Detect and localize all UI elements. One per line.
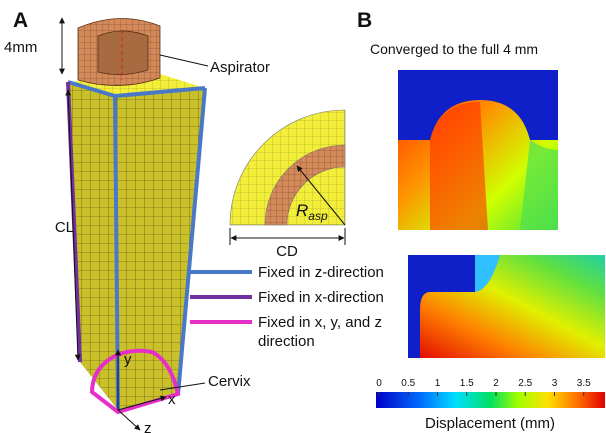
contour-band bbox=[430, 102, 488, 230]
colorbar-tick-label: 2 bbox=[493, 378, 499, 389]
radius-subscript: asp bbox=[308, 209, 328, 223]
cervix-label: Cervix bbox=[208, 373, 251, 390]
figure: A 4mm CL Aspirator y x z Cervix Rasp CD … bbox=[0, 0, 606, 433]
axis-arrow bbox=[118, 410, 140, 430]
aspirator-inner bbox=[98, 31, 148, 75]
axis-label: x bbox=[168, 391, 176, 408]
colorbar-tick-label: 1.5 bbox=[460, 378, 474, 389]
legend-text: Fixed in x, y, and z bbox=[258, 314, 382, 331]
radius-symbol: R bbox=[296, 201, 308, 220]
legend-text: direction bbox=[258, 333, 315, 350]
diameter-label: CD bbox=[276, 243, 298, 260]
colorbar-tick-label: 3.5 bbox=[577, 378, 591, 389]
lower-contour bbox=[408, 255, 605, 358]
caption: Converged to the full 4 mm bbox=[370, 41, 538, 57]
colorbar-tick-label: 2.5 bbox=[518, 378, 532, 389]
colorbar-tick-label: 1 bbox=[435, 378, 441, 389]
colorbar bbox=[376, 392, 605, 408]
axis-label: z bbox=[144, 420, 152, 433]
legend: Fixed in z-direction Fixed in x-direction… bbox=[190, 264, 384, 350]
colorbar-tick-label: 0 bbox=[376, 378, 382, 389]
legend-text: Fixed in z-direction bbox=[258, 264, 384, 281]
colorbar-tick-label: 0.5 bbox=[401, 378, 415, 389]
panel-label: A bbox=[13, 9, 28, 32]
colorbar-title: Displacement (mm) bbox=[425, 415, 555, 432]
panel-label: B bbox=[357, 9, 372, 32]
aspirator-label: Aspirator bbox=[210, 59, 270, 76]
length-label: CL bbox=[55, 219, 74, 236]
dimension-label: 4mm bbox=[4, 39, 37, 56]
upper-contour bbox=[398, 70, 558, 230]
axis-label: y bbox=[124, 351, 132, 368]
leader-line bbox=[160, 55, 208, 66]
colorbar-tick-label: 3 bbox=[552, 378, 558, 389]
legend-text: Fixed in x-direction bbox=[258, 289, 384, 306]
